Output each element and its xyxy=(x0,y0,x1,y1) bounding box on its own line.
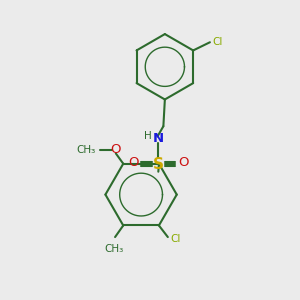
Text: S: S xyxy=(153,157,164,172)
Text: Cl: Cl xyxy=(170,233,181,244)
Text: methoxy: methoxy xyxy=(89,148,95,150)
Text: CH₃: CH₃ xyxy=(105,244,124,254)
Text: O: O xyxy=(111,143,121,156)
Text: N: N xyxy=(153,132,164,145)
Text: H: H xyxy=(144,131,152,141)
Text: O: O xyxy=(128,156,139,169)
Text: O: O xyxy=(178,156,188,169)
Text: CH₃: CH₃ xyxy=(77,145,96,155)
Text: Cl: Cl xyxy=(212,37,223,47)
